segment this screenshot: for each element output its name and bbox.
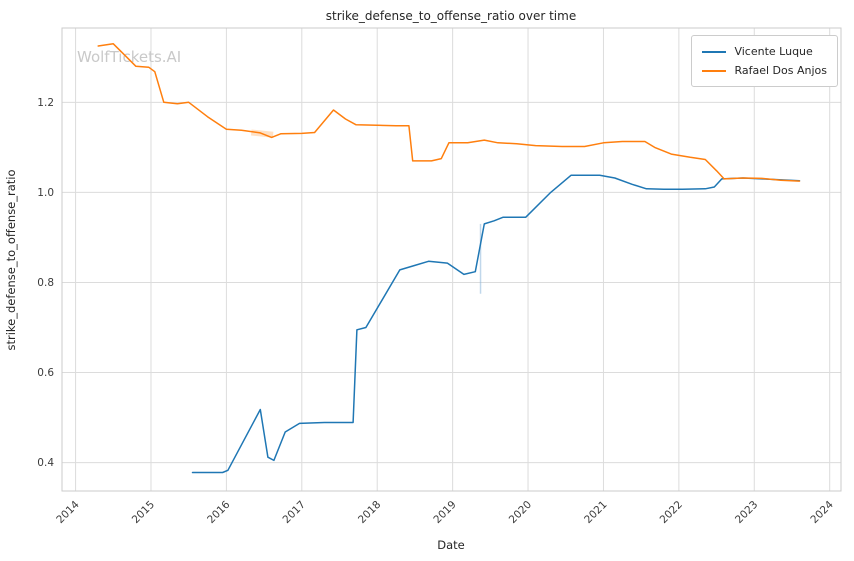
y-tick-label: 0.6 [37, 367, 54, 379]
y-axis-label: strike_defense_to_offense_ratio [4, 169, 18, 350]
legend-label-rafael-dos-anjos: Rafael Dos Anjos [734, 64, 827, 77]
legend-label-vicente-luque: Vicente Luque [734, 45, 813, 58]
x-tick-label: 2019 [431, 499, 458, 526]
legend-line-sample-rafael-dos-anjos [702, 69, 727, 72]
x-tick-label: 2014 [54, 498, 82, 526]
legend: Vicente Luque Rafael Dos Anjos [691, 35, 838, 87]
y-tick-label: 1.0 [37, 187, 54, 199]
legend-item-rafael-dos-anjos: Rafael Dos Anjos [702, 61, 827, 80]
legend-item-vicente-luque: Vicente Luque [702, 42, 827, 61]
x-axis-label: Date [437, 538, 465, 552]
chart-title: strike_defense_to_offense_ratio over tim… [326, 9, 576, 23]
series-line-rafael-dos-anjos [97, 43, 801, 182]
y-tick-label: 0.4 [37, 457, 54, 469]
x-tick-label: 2024 [808, 498, 836, 526]
x-tick-label: 2016 [205, 498, 233, 526]
x-tick-label: 2015 [130, 499, 157, 526]
series-line-vicente-luque [191, 174, 801, 474]
legend-line-sample-vicente-luque [702, 50, 727, 53]
x-tick-label: 2018 [356, 499, 383, 526]
y-tick-label: 1.2 [37, 97, 54, 109]
x-tick-label: 2023 [733, 499, 760, 526]
x-tick-label: 2017 [281, 499, 308, 526]
x-tick-label: 2022 [658, 499, 685, 526]
axes-frame [61, 27, 842, 492]
x-tick-label: 2020 [507, 499, 534, 526]
x-tick-label: 2021 [582, 499, 609, 526]
y-tick-label: 0.8 [37, 277, 54, 289]
watermark: WolfTickets.AI [77, 48, 181, 66]
